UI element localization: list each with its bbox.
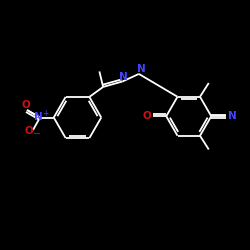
Text: N: N: [34, 112, 43, 122]
Text: O: O: [142, 111, 152, 121]
Text: O: O: [22, 100, 30, 110]
Text: N: N: [120, 72, 128, 82]
Text: N: N: [228, 111, 236, 121]
Text: −: −: [34, 130, 42, 140]
Text: O: O: [24, 126, 33, 136]
Text: N: N: [136, 64, 145, 74]
Text: +: +: [42, 108, 48, 118]
